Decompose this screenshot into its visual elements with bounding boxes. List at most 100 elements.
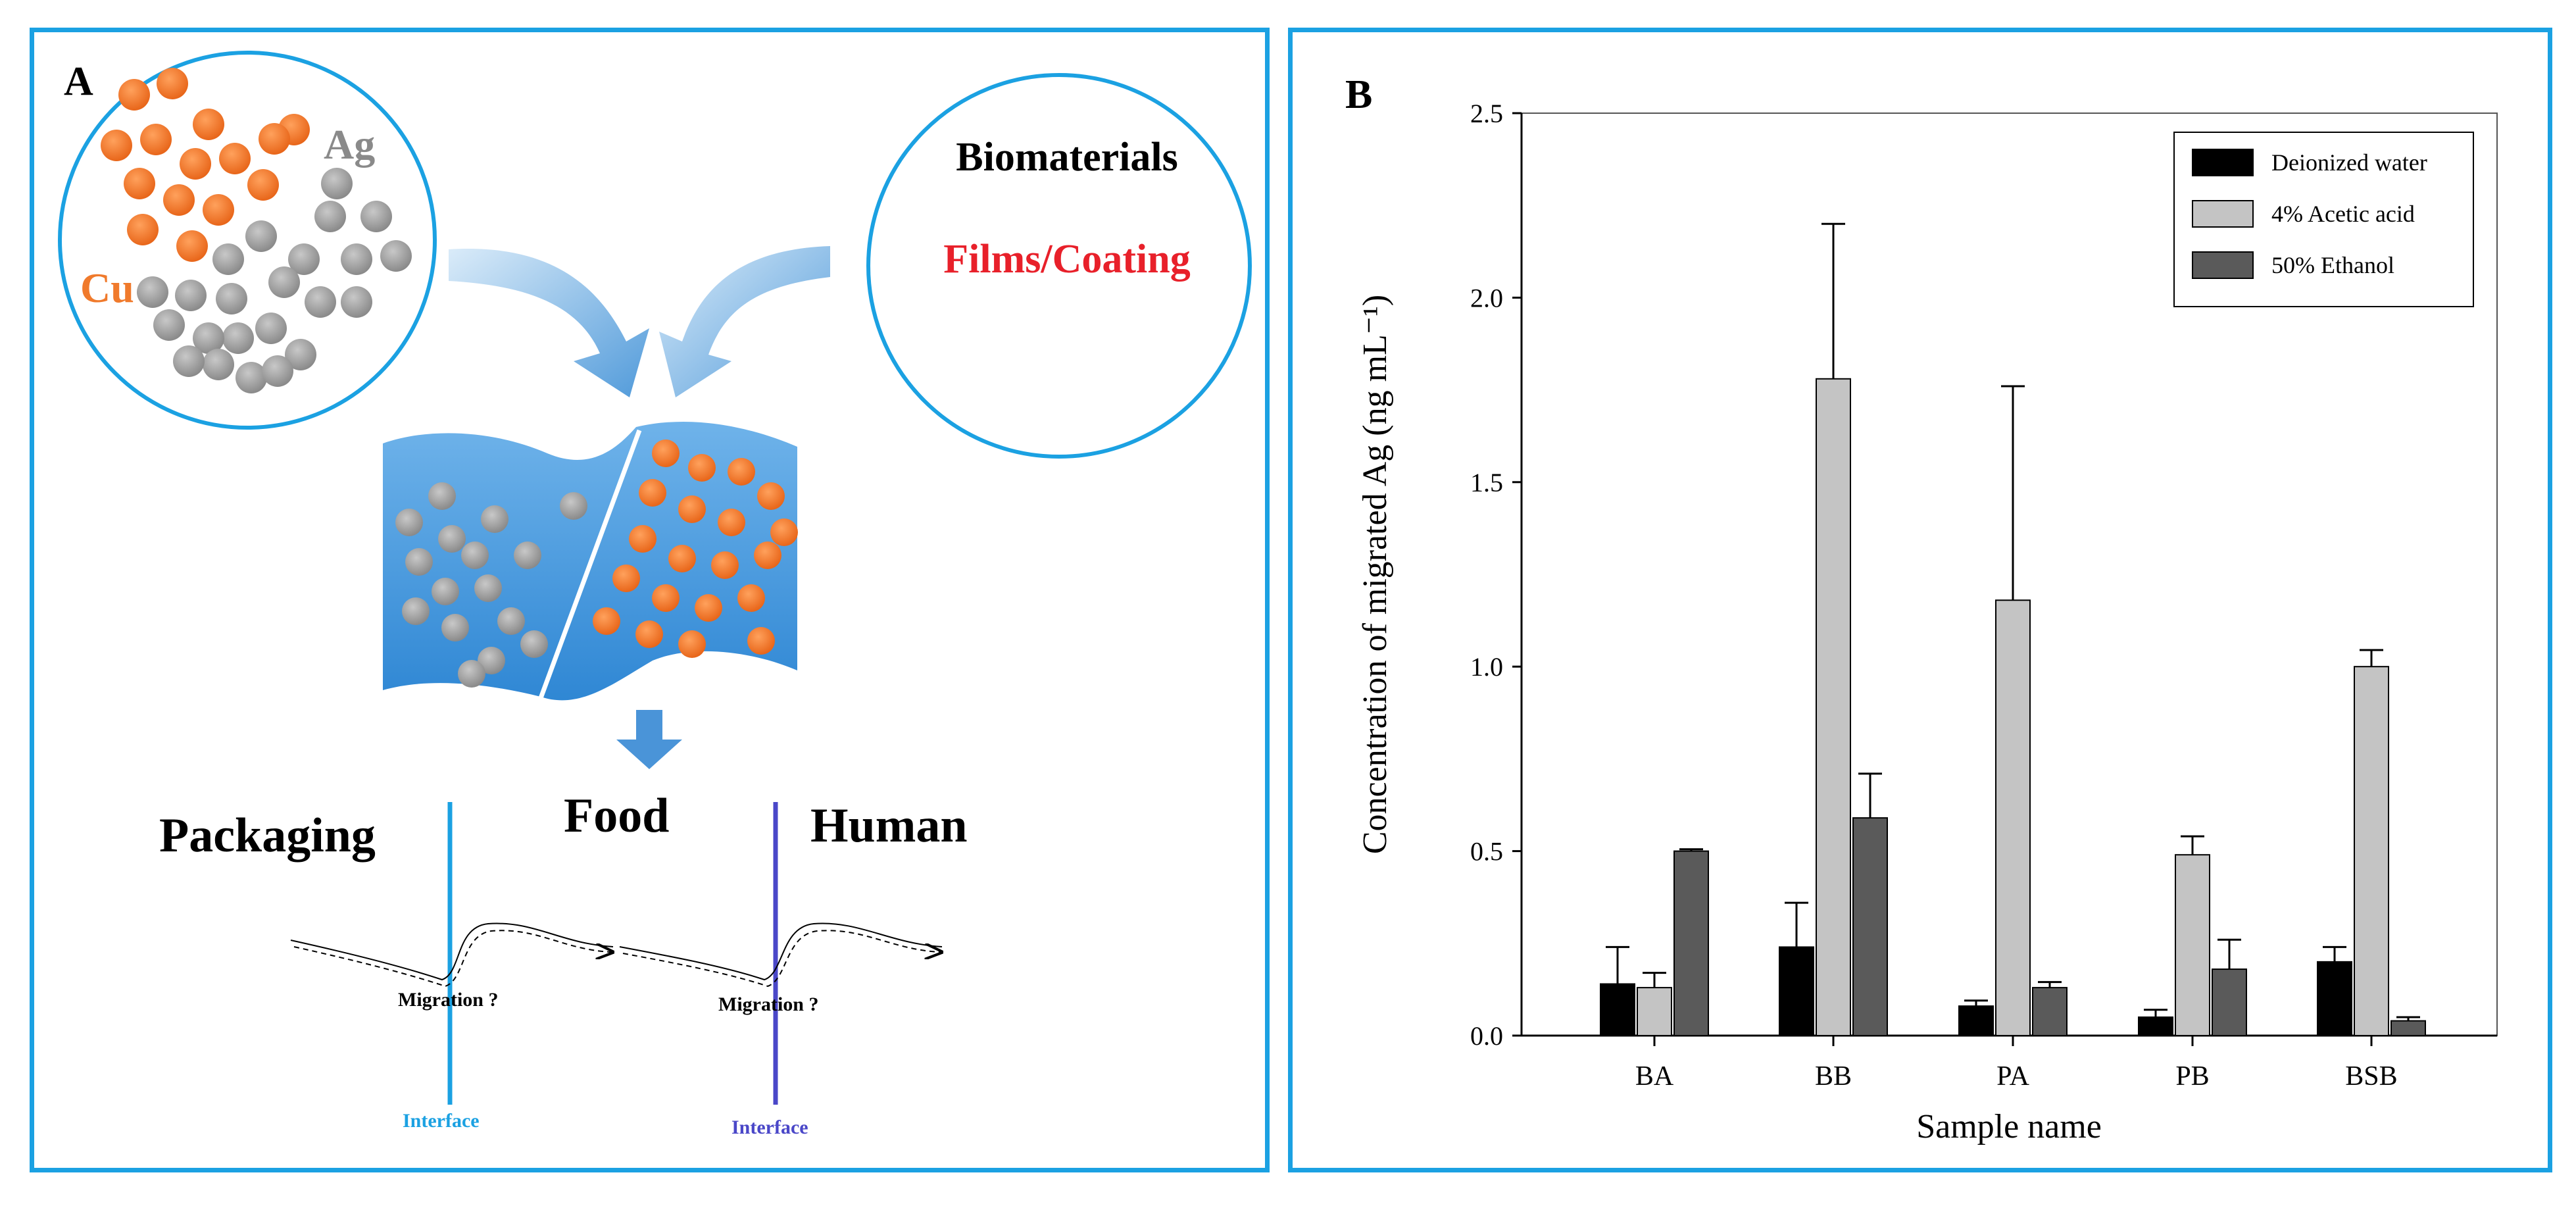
bar-deionized-water-pa (1958, 1005, 1994, 1036)
copper-particle (157, 68, 188, 99)
silver-particle (288, 243, 320, 275)
panel-a-schematic: A Ag Cu Biomaterials Films/Coating (58, 51, 1252, 1138)
y-ticks: 0.0 0.5 1.0 1.5 2.0 2.5 (1470, 99, 1522, 1051)
legend-label: Deionized water (2271, 149, 2427, 176)
sheet-silver-particle (441, 614, 469, 641)
silver-particle (173, 345, 205, 377)
legend-swatch (2192, 149, 2254, 176)
sheet-copper-particle (728, 458, 755, 486)
left-curved-arrow (449, 249, 649, 397)
bar-deionized-water-bsb (2317, 961, 2352, 1036)
silver-particle (203, 349, 234, 380)
sheet-silver-particles (395, 482, 587, 688)
silver-particle (314, 201, 346, 232)
sheet-silver-particle (428, 482, 456, 510)
silver-particle (216, 283, 247, 314)
bar-50-ethanol-bsb (2390, 1020, 2426, 1036)
migration-arrow-2 (619, 922, 942, 988)
migration-label-1: Migration ? (398, 989, 498, 1011)
sheet-copper-particle (612, 565, 640, 592)
sheet-silver-particle (474, 574, 502, 602)
copper-particle (203, 194, 234, 226)
silver-particle (193, 322, 224, 354)
y-tick-label: 0.0 (1470, 1021, 1503, 1051)
sheet-copper-particle (593, 607, 620, 635)
sheet-copper-particle (711, 551, 739, 579)
x-tick-label: PA (1996, 1061, 2030, 1092)
silver-particles (137, 168, 412, 393)
silver-particle (153, 309, 185, 341)
silver-particle (285, 339, 316, 370)
x-axis-label: Sample name (1916, 1108, 2102, 1145)
sheet-copper-particle (718, 509, 745, 536)
y-tick-label: 1.0 (1470, 652, 1503, 682)
interface-label-2: Interface (731, 1117, 808, 1138)
legend-items: Deionized water 4% Acetic acid 50% Ethanol (2192, 149, 2427, 279)
cu-label: Cu (80, 264, 134, 311)
sheet-copper-particles (593, 440, 798, 658)
legend-label: 4% Acetic acid (2271, 201, 2415, 227)
bar-50-ethanol-pa (2032, 987, 2068, 1036)
packaging-label: Packaging (159, 809, 376, 863)
silver-particle (380, 240, 412, 272)
x-tick-label: BSB (2345, 1061, 2397, 1092)
right-curved-arrow (659, 246, 830, 397)
copper-particles (101, 68, 310, 262)
sheet-silver-particle (395, 509, 423, 536)
copper-particle (127, 214, 159, 245)
sheet-copper-particle (635, 620, 663, 648)
sheet-copper-particle (629, 525, 656, 553)
biomaterials-label: Biomaterials (956, 135, 1178, 180)
silver-particle (255, 313, 287, 344)
sheet-silver-particle (402, 597, 430, 625)
sheet-silver-particle (478, 647, 505, 674)
copper-particle (247, 169, 279, 201)
panel-b: B 0.0 0.5 1.0 1.5 2.0 2.5 BA BB PA PB BSB Sample … (1288, 28, 2552, 1172)
ag-label: Ag (324, 121, 375, 168)
bar-deionized-water-pb (2138, 1016, 2173, 1036)
copper-particle (176, 230, 208, 262)
interface-label-1: Interface (403, 1110, 480, 1132)
sheet-copper-particle (688, 454, 716, 482)
silver-particle (212, 243, 244, 275)
migration-label-2: Migration ? (718, 993, 818, 1015)
panel-b-letter: B (1345, 72, 1372, 117)
sheet-copper-particle (678, 495, 706, 523)
migration-bar-chart: B 0.0 0.5 1.0 1.5 2.0 2.5 BA BB PA PB BSB Sample … (1345, 72, 2498, 1145)
silver-particle (341, 286, 372, 318)
silver-particle (321, 168, 353, 199)
bar-50-ethanol-pb (2212, 968, 2247, 1037)
bar-deionized-water-ba (1600, 983, 1635, 1037)
copper-particle (163, 184, 195, 216)
silver-particle (137, 276, 168, 308)
silver-particle (341, 243, 372, 275)
bar-deionized-water-bb (1779, 946, 1814, 1036)
sheet-copper-particle (639, 479, 666, 507)
silver-particle (268, 266, 300, 298)
copper-particle (118, 79, 150, 111)
films-coating-label: Films/Coating (943, 237, 1190, 282)
sheet-copper-particle (770, 518, 798, 546)
bar-4-acetic-acid-pa (1995, 599, 2031, 1036)
film-sheet (383, 421, 798, 701)
copper-particle (124, 168, 155, 199)
sheet-silver-particle (461, 541, 489, 569)
legend: Deionized water 4% Acetic acid 50% Ethanol (2173, 132, 2474, 307)
sheet-silver-particle (405, 548, 433, 576)
bar-4-acetic-acid-ba (1637, 987, 1672, 1036)
sheet-copper-particle (747, 627, 775, 655)
copper-particle (259, 123, 290, 155)
food-label: Food (564, 789, 669, 843)
silver-particle (245, 220, 277, 252)
human-label: Human (810, 799, 968, 853)
y-axis-label: Concentration of migrated Ag (ng mL⁻¹) (1356, 295, 1394, 854)
bar-50-ethanol-ba (1673, 850, 1709, 1036)
y-tick-label: 2.5 (1470, 99, 1503, 128)
bar-50-ethanol-bb (1852, 817, 1888, 1037)
silver-particle (222, 322, 254, 354)
sheet-silver-particle (458, 660, 485, 688)
sheet-silver-particle (481, 505, 508, 533)
sheet-silver-particle (432, 578, 459, 605)
nanoparticle-circle: Ag Cu (58, 51, 437, 430)
copper-particle (101, 130, 132, 161)
